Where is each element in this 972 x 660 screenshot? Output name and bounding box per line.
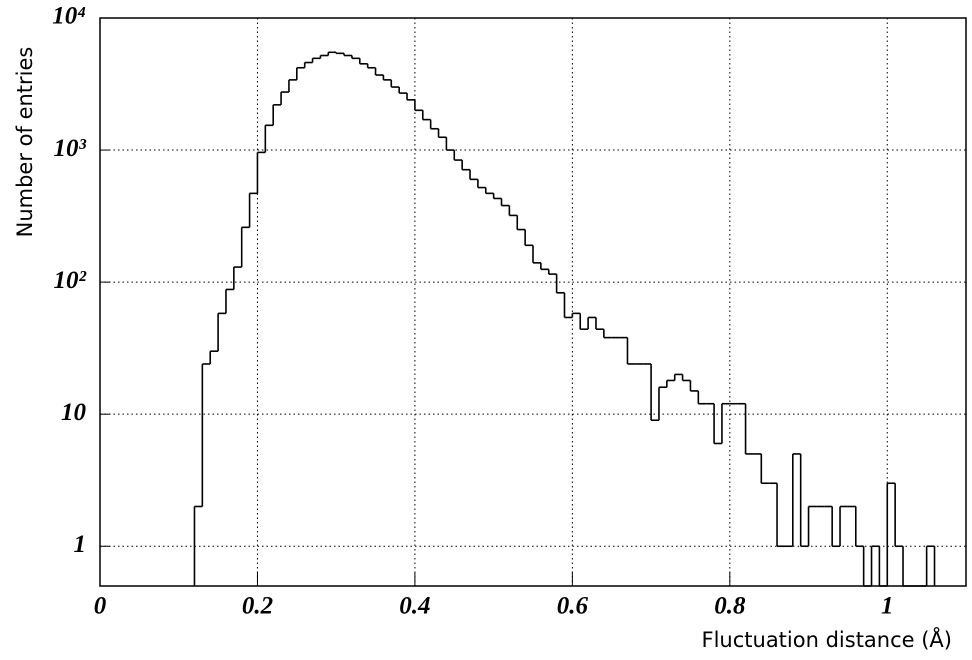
y-tick-label: 10	[61, 399, 87, 426]
y-tick-label: 10²	[54, 267, 87, 294]
y-tick-label: 1	[74, 531, 87, 558]
x-tick-label: 0	[94, 593, 107, 620]
x-tick-label: 0.2	[242, 593, 273, 620]
y-axis-label: Number of entries	[13, 47, 37, 238]
y-tick-label: 10⁴	[52, 3, 86, 30]
x-tick-label: 0.4	[399, 593, 430, 620]
x-axis-label: Fluctuation distance (Å)	[702, 626, 953, 652]
x-tick-label: 1	[881, 593, 894, 620]
y-tick-label: 10³	[54, 135, 87, 162]
x-tick-label: 0.8	[714, 593, 746, 620]
x-tick-label: 0.6	[557, 593, 589, 620]
plot-frame	[99, 17, 967, 587]
